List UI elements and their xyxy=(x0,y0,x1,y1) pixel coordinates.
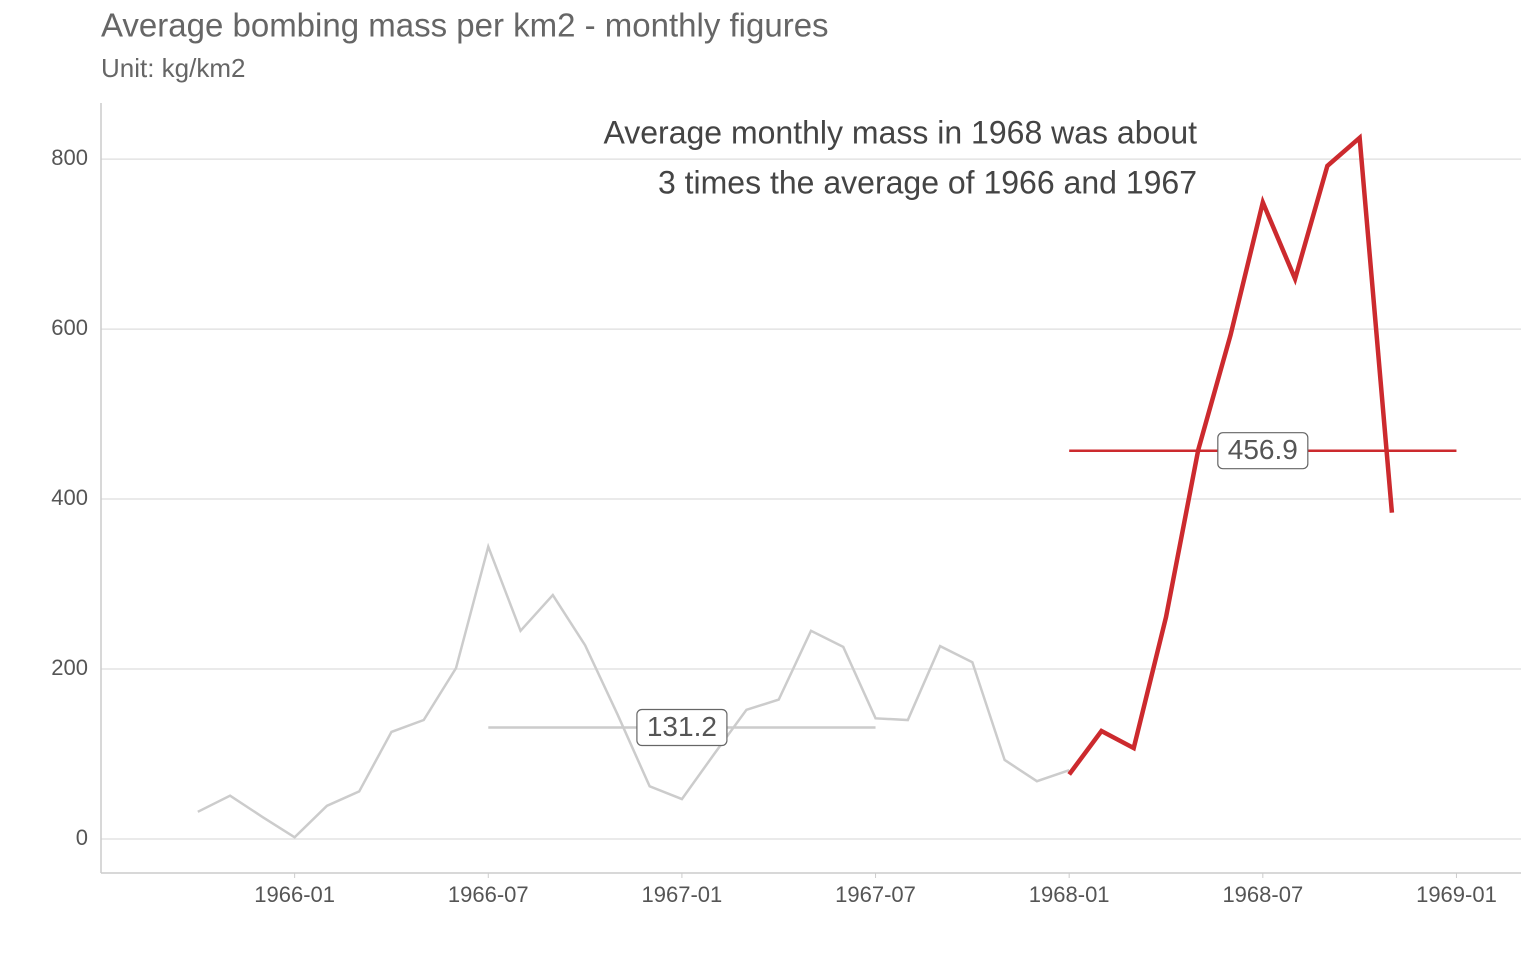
series-line xyxy=(1067,133,1395,776)
y-tick-label: 0 xyxy=(76,825,88,850)
x-tick-label: 1966-01 xyxy=(254,882,335,907)
x-tick-label: 1968-07 xyxy=(1222,882,1303,907)
mean-label-box xyxy=(1217,432,1309,470)
x-tick-label: 1968-01 xyxy=(1029,882,1110,907)
y-tick-label: 400 xyxy=(51,485,88,510)
x-tick-label: 1966-07 xyxy=(448,882,529,907)
annotation: 3 times the average of 1966 and 1967 xyxy=(658,164,1197,200)
annotation: Average monthly mass in 1968 was about xyxy=(603,114,1197,150)
series-line xyxy=(197,542,1070,839)
chart-subtitle: Unit: kg/km2 xyxy=(101,53,246,83)
y-tick-label: 200 xyxy=(51,655,88,680)
mean-label-box xyxy=(636,708,728,747)
y-tick-label: 600 xyxy=(51,315,88,340)
y-tick-label: 800 xyxy=(51,145,88,170)
x-tick-label: 1967-07 xyxy=(835,882,916,907)
x-tick-label: 1969-01 xyxy=(1416,882,1497,907)
mean-label: 131.2 xyxy=(647,711,717,742)
mean-label: 456.9 xyxy=(1228,434,1298,465)
chart-title: Average bombing mass per km2 - monthly f… xyxy=(101,7,829,44)
x-tick-label: 1967-01 xyxy=(642,882,723,907)
